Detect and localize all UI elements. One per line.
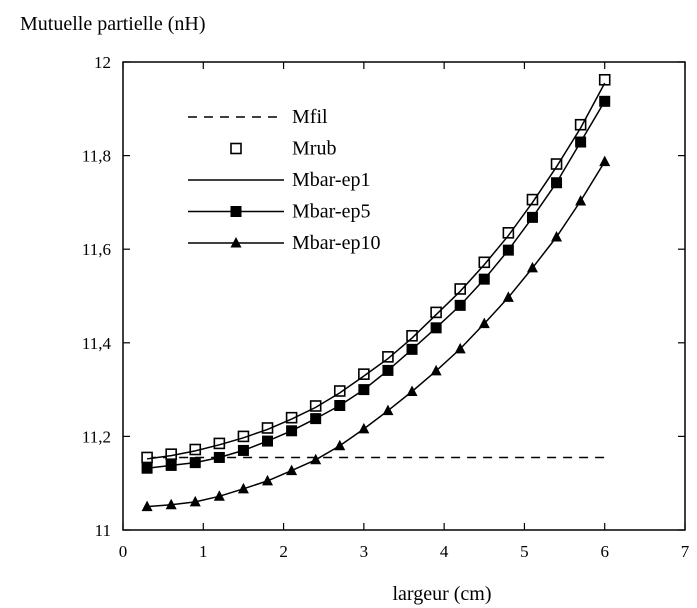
data-point-mrub	[550, 158, 563, 170]
x-tick-label: 4	[440, 542, 449, 561]
data-point-mbar-ep10	[358, 422, 370, 434]
legend-label-mrub: Mrub	[292, 138, 336, 160]
y-tick-label: 11,6	[82, 240, 111, 259]
data-point-mbar-ep10	[286, 464, 298, 476]
data-point-mbar-ep5	[551, 177, 563, 189]
plot-frame	[122, 61, 686, 531]
data-point-mbar-ep10	[478, 317, 490, 329]
data-point-mbar-ep5	[454, 299, 466, 311]
data-point-mbar-ep10	[526, 261, 538, 273]
y-axis-title: Mutuelle partielle (nH)	[20, 13, 206, 35]
data-point-mbar-ep10	[237, 482, 249, 494]
data-point-mbar-ep5	[502, 244, 514, 256]
data-point-mbar-ep5	[526, 211, 538, 223]
x-tick-label: 5	[520, 542, 529, 561]
data-point-mrub	[382, 351, 394, 363]
data-point-mrub	[309, 400, 322, 412]
legend-marker-mbar-ep5	[230, 206, 242, 217]
legend-marker-mrub	[230, 142, 242, 155]
data-point-mbar-ep5	[406, 343, 418, 355]
data-point-mbar-ep10	[502, 291, 514, 302]
legend-marker-mbar-ep10	[230, 237, 242, 248]
data-point-mbar-ep10	[382, 404, 394, 416]
data-point-mbar-ep10	[189, 495, 201, 507]
legend-label-mbar-ep1: Mbar-ep1	[292, 169, 370, 191]
data-point-mbar-ep10	[599, 155, 611, 167]
series-line-mbar-ep10	[147, 161, 606, 508]
data-point-mbar-ep10	[165, 498, 177, 510]
x-axis-title: largeur (cm)	[392, 583, 491, 605]
data-point-mbar-ep5	[358, 384, 370, 396]
legend-label-mbar-ep10: Mbar-ep10	[292, 232, 380, 254]
data-point-mrub	[333, 385, 346, 397]
data-point-mbar-ep10	[141, 500, 153, 512]
data-point-mbar-ep10	[551, 231, 563, 242]
data-point-mbar-ep5	[213, 451, 225, 463]
data-point-mrub	[574, 118, 587, 131]
legend-label-mbar-ep5: Mbar-ep5	[292, 201, 370, 223]
y-tick-label: 11,2	[82, 427, 111, 446]
data-point-mrub	[430, 306, 442, 319]
x-tick-label: 0	[119, 542, 128, 561]
x-tick-label: 3	[360, 542, 369, 561]
data-point-mbar-ep5	[165, 459, 177, 471]
data-point-mbar-ep5	[189, 457, 201, 469]
data-point-mbar-ep10	[310, 453, 322, 465]
data-point-mbar-ep5	[310, 413, 322, 425]
data-point-mrub	[358, 368, 370, 380]
data-point-mbar-ep5	[286, 425, 298, 437]
data-point-mbar-ep10	[213, 490, 225, 501]
data-point-mbar-ep5	[262, 435, 274, 447]
legend-label-mfil: Mfil	[292, 106, 328, 128]
y-tick-label: 11	[95, 521, 111, 540]
data-point-mbar-ep5	[599, 95, 611, 107]
data-point-mbar-ep5	[141, 462, 153, 474]
x-tick-label: 6	[600, 542, 609, 561]
y-tick-label: 11,4	[82, 334, 112, 353]
data-point-mbar-ep10	[334, 439, 346, 451]
data-point-mbar-ep5	[334, 400, 346, 412]
data-point-mbar-ep5	[382, 364, 394, 376]
series-line-mbar-ep1	[146, 82, 606, 460]
data-point-mbar-ep10	[454, 342, 466, 354]
data-point-mbar-ep10	[430, 364, 442, 376]
y-tick-label: 12	[94, 53, 111, 72]
data-point-mrub	[502, 227, 515, 239]
data-point-mrub	[285, 411, 298, 424]
data-point-mbar-ep5	[478, 273, 490, 285]
legend: Mfil Mrub Mbar-ep1 Mbar-ep5 Mbar-ep10	[188, 106, 380, 254]
data-point-mbar-ep5	[237, 444, 249, 456]
data-point-mrub	[141, 451, 153, 464]
y-tick-label: 11,8	[82, 147, 111, 166]
data-point-mrub	[454, 283, 467, 295]
data-point-mbar-ep10	[575, 194, 587, 206]
data-point-mbar-ep5	[430, 322, 442, 334]
x-tick-label: 7	[681, 542, 690, 561]
data-point-mbar-ep10	[406, 385, 418, 396]
x-tick-label: 1	[199, 542, 208, 561]
x-tick-label: 2	[279, 542, 288, 561]
data-point-mrub	[478, 256, 491, 269]
data-point-mrub	[598, 73, 611, 86]
series-line-mbar-ep5	[147, 100, 606, 469]
data-point-mrub	[406, 329, 418, 342]
data-point-mrub	[526, 193, 539, 206]
data-point-mbar-ep10	[262, 474, 274, 486]
data-point-mbar-ep5	[575, 136, 587, 148]
